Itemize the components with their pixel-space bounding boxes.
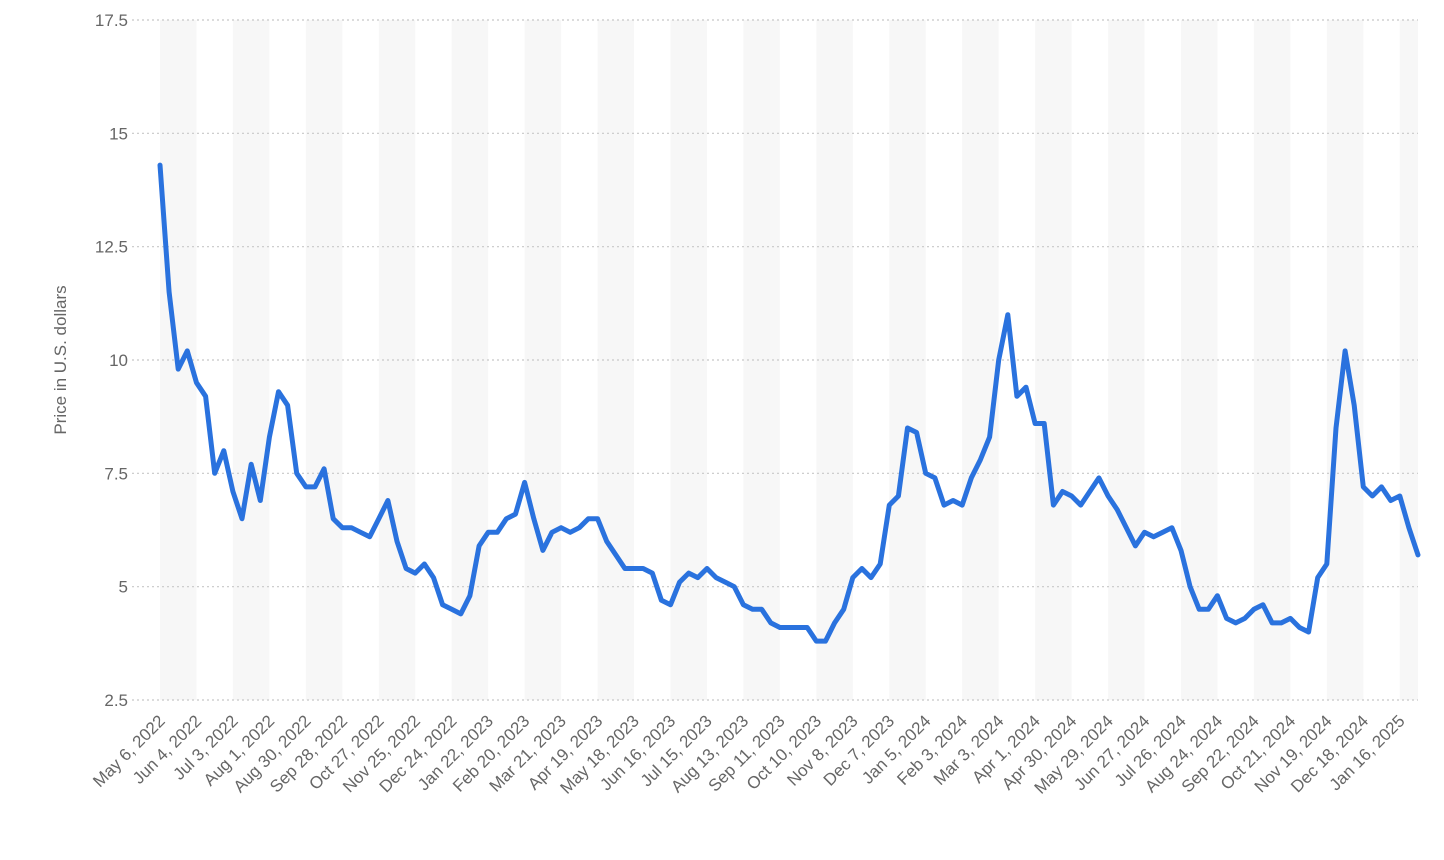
y-tick-label: 10 xyxy=(109,351,128,370)
y-axis-label: Price in U.S. dollars xyxy=(51,285,70,434)
y-tick-label: 7.5 xyxy=(104,464,128,483)
band xyxy=(305,20,343,700)
line xyxy=(157,162,1421,644)
y-tick-label: 5 xyxy=(119,578,128,597)
y-tick-label: 17.5 xyxy=(95,11,128,30)
y-tick-label: 12.5 xyxy=(95,238,128,257)
y-tick-label: 2.5 xyxy=(104,691,128,710)
y-tick-label: 15 xyxy=(109,124,128,143)
band xyxy=(1180,20,1218,700)
